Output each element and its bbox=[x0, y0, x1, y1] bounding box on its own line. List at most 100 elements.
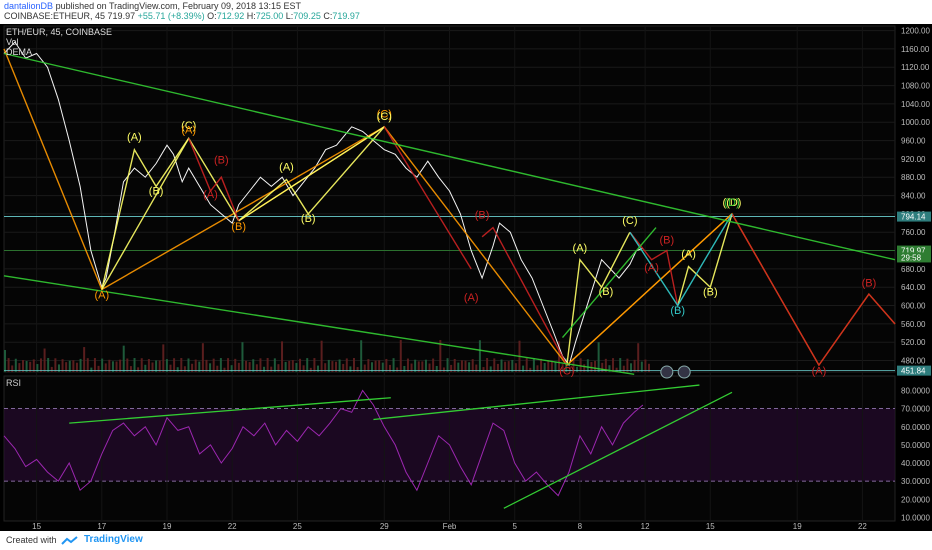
price-tick-label: 840.00 bbox=[901, 192, 926, 201]
wave-label: (B) bbox=[475, 209, 490, 221]
price-tick-label: 560.00 bbox=[901, 320, 926, 329]
wave-label: (C) bbox=[377, 109, 392, 121]
last-price: 719.97 bbox=[107, 11, 136, 21]
event-icon bbox=[660, 365, 674, 379]
volume-bar bbox=[536, 365, 539, 372]
wave-label: (B) bbox=[703, 286, 718, 298]
volume-bar bbox=[241, 342, 244, 372]
wave-label: (B) bbox=[670, 305, 685, 317]
legend-dema: DEMA bbox=[6, 47, 33, 57]
volume-bar bbox=[144, 364, 147, 372]
price-tick-label: 960.00 bbox=[901, 137, 926, 146]
volume-bar bbox=[39, 358, 42, 372]
volume-bar bbox=[457, 362, 460, 372]
change-value: +55.71 (+8.39%) bbox=[137, 11, 205, 21]
wave-label: (B) bbox=[214, 154, 229, 166]
tradingview-brand[interactable]: TradingView bbox=[84, 534, 143, 545]
volume-bar bbox=[529, 367, 532, 372]
volume-bar bbox=[640, 361, 643, 372]
volume-bar bbox=[284, 361, 287, 372]
wave-label: (A) bbox=[644, 262, 659, 274]
volume-bar bbox=[227, 358, 230, 372]
created-with-label: Created with bbox=[6, 535, 57, 545]
volume-bar bbox=[514, 363, 517, 372]
volume-bar bbox=[29, 361, 32, 372]
volume-bar bbox=[306, 358, 309, 372]
chart-canvas[interactable]: 1200.00 1160.00 1120.00 1080.00 1040.00 1000.… bbox=[0, 24, 932, 531]
volume-bar bbox=[18, 363, 21, 372]
wave-label: (C) bbox=[181, 120, 196, 132]
volume-bar bbox=[25, 361, 28, 372]
rsi-tick-label: 10.0000 bbox=[901, 513, 930, 522]
volume-bar bbox=[417, 361, 420, 372]
volume-bar bbox=[129, 366, 132, 372]
volume-bar bbox=[428, 363, 431, 372]
green-wave-line bbox=[561, 227, 657, 339]
volume-bar bbox=[7, 358, 10, 372]
rsi-tick-label: 20.0000 bbox=[901, 495, 930, 504]
volume-bar bbox=[406, 358, 409, 372]
x-tick-label: 25 bbox=[293, 522, 302, 531]
volume-bar bbox=[230, 365, 233, 372]
volume-bar bbox=[360, 340, 363, 372]
volume-bar bbox=[299, 358, 302, 372]
volume-bar bbox=[403, 365, 406, 372]
volume-bar bbox=[309, 367, 312, 372]
volume-bar bbox=[475, 364, 478, 372]
rsi-trendline bbox=[373, 384, 700, 421]
volume-bar bbox=[522, 365, 525, 372]
rsi-trendline bbox=[69, 397, 391, 424]
volume-bar bbox=[237, 362, 240, 372]
rsi-tick-label: 40.0000 bbox=[901, 459, 930, 468]
volume-bar bbox=[173, 358, 176, 372]
volume-bar bbox=[317, 365, 320, 372]
publish-line: dantalionDB published on TradingView.com… bbox=[4, 1, 301, 11]
volume-bar bbox=[68, 360, 71, 372]
x-tick-label: 22 bbox=[228, 522, 237, 531]
price-tick-label: 760.00 bbox=[901, 228, 926, 237]
wave-label: (B) bbox=[599, 286, 614, 298]
author-link[interactable]: dantalionDB bbox=[4, 1, 54, 11]
volume-bar bbox=[500, 359, 503, 372]
volume-bar bbox=[320, 340, 323, 372]
rsi-tick-label: 60.0000 bbox=[901, 423, 930, 432]
volume-bar bbox=[630, 363, 633, 372]
volume-bar bbox=[313, 358, 316, 372]
volume-bar bbox=[198, 361, 201, 372]
yellow-wave-line bbox=[566, 231, 631, 366]
x-tick-label: 15 bbox=[706, 522, 715, 531]
volume-bar bbox=[396, 367, 399, 372]
volume-bar bbox=[331, 361, 334, 372]
volume-bar bbox=[140, 358, 143, 372]
volume-bar bbox=[622, 365, 625, 372]
volume-bar bbox=[108, 359, 111, 372]
low-value: 709.25 bbox=[293, 11, 321, 21]
red-wave-line bbox=[481, 226, 568, 366]
price-tick-label: 680.00 bbox=[901, 265, 926, 274]
volume-bar bbox=[169, 364, 172, 372]
open-value: 712.92 bbox=[216, 11, 245, 21]
wave-label: (B) bbox=[149, 186, 164, 198]
wave-label: (A) bbox=[203, 189, 218, 201]
volume-bar bbox=[601, 362, 604, 372]
volume-bar bbox=[334, 361, 337, 372]
volume-bar bbox=[79, 358, 82, 372]
price-tick-label: 1160.00 bbox=[901, 45, 930, 54]
volume-bar bbox=[583, 364, 586, 372]
volume-bar bbox=[576, 366, 579, 372]
volume-bar bbox=[216, 365, 219, 372]
volume-bar bbox=[471, 359, 474, 372]
volume-bar bbox=[4, 350, 6, 372]
volume-bar bbox=[72, 360, 75, 372]
volume-bar bbox=[378, 360, 381, 372]
volume-bar bbox=[209, 363, 212, 372]
volume-bar bbox=[65, 362, 68, 372]
volume-bar bbox=[201, 343, 204, 372]
volume-bar bbox=[410, 363, 413, 372]
price-marker-label: 794.14 bbox=[901, 213, 926, 222]
volume-bar bbox=[32, 359, 35, 372]
volume-bar bbox=[245, 360, 248, 372]
yellow-wave-line bbox=[101, 137, 190, 290]
price-tick-label: 1200.00 bbox=[901, 27, 930, 36]
ohlc-line: COINBASE:ETHEUR, 45 719.97 +55.71 (+8.39… bbox=[4, 11, 360, 21]
